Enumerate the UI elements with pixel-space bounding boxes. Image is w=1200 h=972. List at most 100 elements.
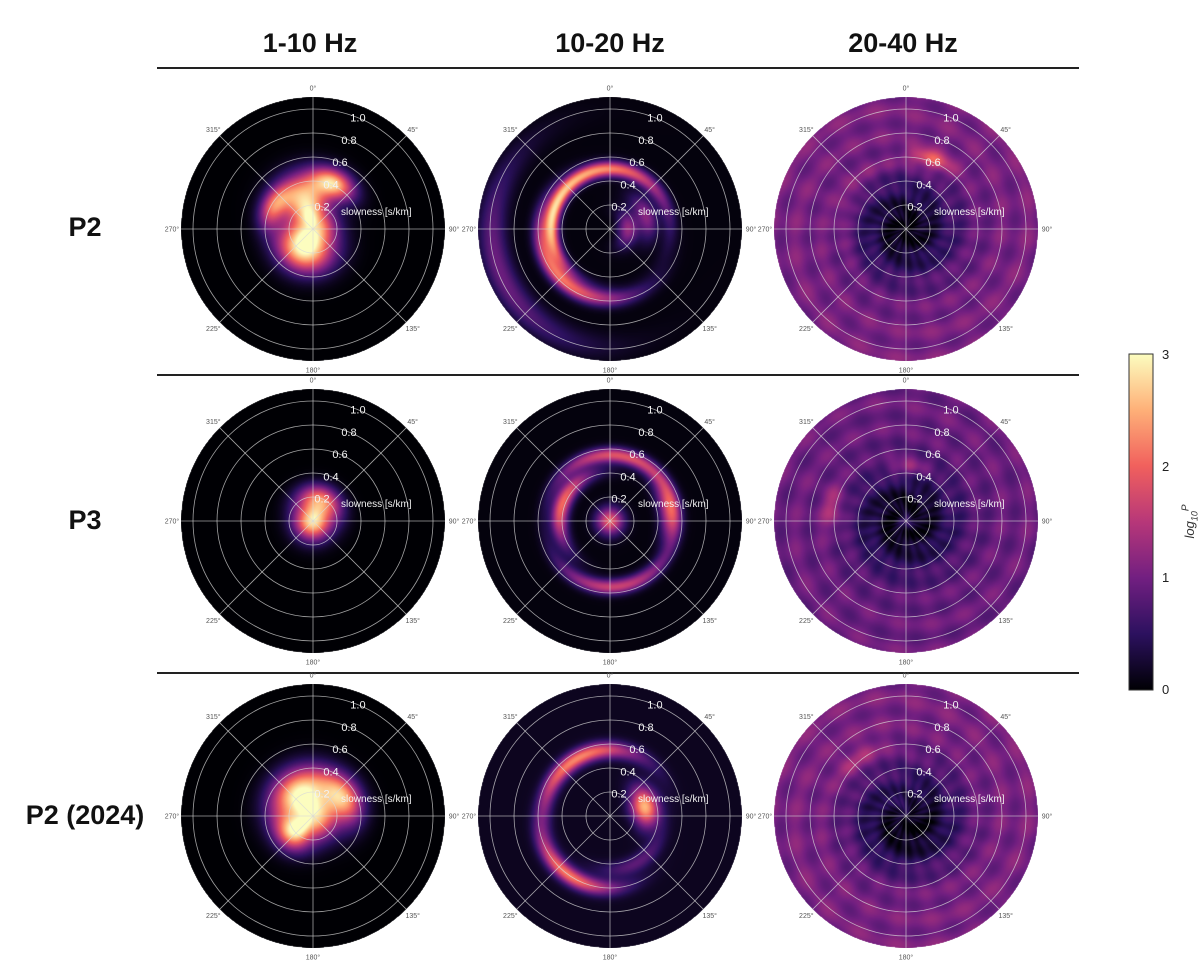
azimuth-tick-label: 135° xyxy=(998,325,1013,333)
colorbar-tick-1: 1 xyxy=(1162,570,1170,585)
azimuth-tick-label: 180° xyxy=(603,954,618,962)
azimuth-tick-label: 225° xyxy=(206,617,221,625)
radial-tick-label: 0.6 xyxy=(332,157,347,169)
radial-tick-label: 0.8 xyxy=(934,135,949,147)
azimuth-tick-label: 0° xyxy=(607,85,614,93)
radial-axis-label: slowness [s/km] xyxy=(341,499,412,510)
azimuth-tick-label: 135° xyxy=(702,912,717,920)
radial-tick-label: 0.2 xyxy=(907,789,922,801)
azimuth-spoke xyxy=(905,427,1000,522)
azimuth-tick-label: 90° xyxy=(1042,813,1053,821)
radial-tick-label: 0.8 xyxy=(638,427,653,439)
radial-tick-label: 0.4 xyxy=(916,766,931,778)
azimuth-tick-label: 270° xyxy=(758,813,773,821)
azimuth-spoke xyxy=(609,815,704,910)
radial-tick-label: 1.0 xyxy=(350,405,365,417)
azimuth-spoke xyxy=(905,815,1000,910)
radial-tick-label: 0.2 xyxy=(611,202,626,214)
azimuth-tick-label: 90° xyxy=(1042,226,1053,234)
radial-tick-label: 0.6 xyxy=(629,157,644,169)
azimuth-tick-label: 90° xyxy=(449,518,460,526)
radial-tick-label: 0.4 xyxy=(323,179,338,191)
radial-tick-label: 0.8 xyxy=(341,722,356,734)
azimuth-tick-label: 90° xyxy=(1042,518,1053,526)
azimuth-tick-label: 45° xyxy=(1000,713,1011,721)
azimuth-tick-label: 135° xyxy=(998,617,1013,625)
radial-tick-label: 0.6 xyxy=(629,449,644,461)
polar-panel-p3-10-20-hz: 0° 45° 90° 135° 180° 225° 270° 315° 0.2 0.4 0.6 0.8… xyxy=(462,377,757,667)
azimuth-tick-label: 270° xyxy=(165,226,180,234)
azimuth-spoke xyxy=(312,135,407,230)
radial-axis-label: slowness [s/km] xyxy=(638,207,709,218)
colorbar-tick-2: 2 xyxy=(1162,459,1170,474)
azimuth-tick-label: 270° xyxy=(165,518,180,526)
azimuth-tick-label: 225° xyxy=(206,912,221,920)
azimuth-spoke xyxy=(609,722,704,817)
radial-axis-label: slowness [s/km] xyxy=(934,794,1005,805)
azimuth-spoke xyxy=(516,427,611,522)
azimuth-tick-label: 180° xyxy=(306,367,321,375)
radial-tick-label: 0.2 xyxy=(314,789,329,801)
azimuth-tick-label: 270° xyxy=(758,226,773,234)
polar-panel-p2-10-20-hz: 0° 45° 90° 135° 180° 225° 270° 315° 0.2 0.4 0.6 0.8… xyxy=(462,85,757,375)
azimuth-tick-label: 90° xyxy=(746,226,757,234)
radial-tick-label: 1.0 xyxy=(350,700,365,712)
azimuth-tick-label: 270° xyxy=(165,813,180,821)
azimuth-tick-label: 315° xyxy=(206,418,221,426)
radial-tick-label: 0.6 xyxy=(332,449,347,461)
azimuth-tick-label: 0° xyxy=(903,377,910,385)
radial-tick-label: 0.8 xyxy=(341,427,356,439)
azimuth-tick-label: 45° xyxy=(704,713,715,721)
azimuth-spoke xyxy=(812,722,907,817)
azimuth-tick-label: 225° xyxy=(799,325,814,333)
radial-axis-label: slowness [s/km] xyxy=(638,794,709,805)
azimuth-tick-label: 0° xyxy=(607,377,614,385)
radial-axis-label: slowness [s/km] xyxy=(638,499,709,510)
radial-tick-label: 0.8 xyxy=(934,722,949,734)
azimuth-spoke xyxy=(312,815,407,910)
azimuth-spoke xyxy=(812,815,907,910)
azimuth-tick-label: 180° xyxy=(306,659,321,667)
colorbar xyxy=(1128,353,1154,691)
row-divider-1 xyxy=(157,374,1079,376)
azimuth-spoke xyxy=(219,228,314,323)
radial-tick-label: 0.2 xyxy=(314,202,329,214)
azimuth-tick-label: 45° xyxy=(1000,126,1011,134)
radial-tick-label: 1.0 xyxy=(943,700,958,712)
azimuth-tick-label: 270° xyxy=(758,518,773,526)
azimuth-tick-label: 315° xyxy=(206,713,221,721)
azimuth-tick-label: 45° xyxy=(704,418,715,426)
azimuth-tick-label: 225° xyxy=(799,912,814,920)
azimuth-tick-label: 90° xyxy=(746,813,757,821)
azimuth-tick-label: 315° xyxy=(799,126,814,134)
row-label-p2: P2 xyxy=(68,212,102,242)
radial-tick-label: 0.6 xyxy=(925,157,940,169)
azimuth-tick-label: 315° xyxy=(503,126,518,134)
azimuth-tick-label: 135° xyxy=(998,912,1013,920)
radial-tick-label: 0.8 xyxy=(341,135,356,147)
azimuth-spoke xyxy=(312,228,407,323)
radial-tick-label: 1.0 xyxy=(350,113,365,125)
azimuth-spoke xyxy=(516,722,611,817)
radial-tick-label: 0.4 xyxy=(323,471,338,483)
azimuth-tick-label: 225° xyxy=(206,325,221,333)
radial-tick-label: 0.6 xyxy=(629,744,644,756)
azimuth-tick-label: 45° xyxy=(407,418,418,426)
azimuth-tick-label: 90° xyxy=(746,518,757,526)
azimuth-spoke xyxy=(812,135,907,230)
radial-tick-label: 0.4 xyxy=(620,179,635,191)
row-label-p2-2024: P2 (2024) xyxy=(25,800,145,830)
radial-tick-label: 0.6 xyxy=(925,744,940,756)
colorbar-label: log10P xyxy=(1180,504,1200,539)
azimuth-spoke xyxy=(609,228,704,323)
radial-tick-label: 0.6 xyxy=(925,449,940,461)
azimuth-spoke xyxy=(812,228,907,323)
radial-tick-label: 1.0 xyxy=(943,113,958,125)
azimuth-spoke xyxy=(219,815,314,910)
azimuth-tick-label: 180° xyxy=(603,659,618,667)
azimuth-spoke xyxy=(219,135,314,230)
azimuth-tick-label: 315° xyxy=(799,713,814,721)
azimuth-tick-label: 270° xyxy=(462,813,477,821)
azimuth-tick-label: 180° xyxy=(603,367,618,375)
azimuth-tick-label: 225° xyxy=(503,617,518,625)
